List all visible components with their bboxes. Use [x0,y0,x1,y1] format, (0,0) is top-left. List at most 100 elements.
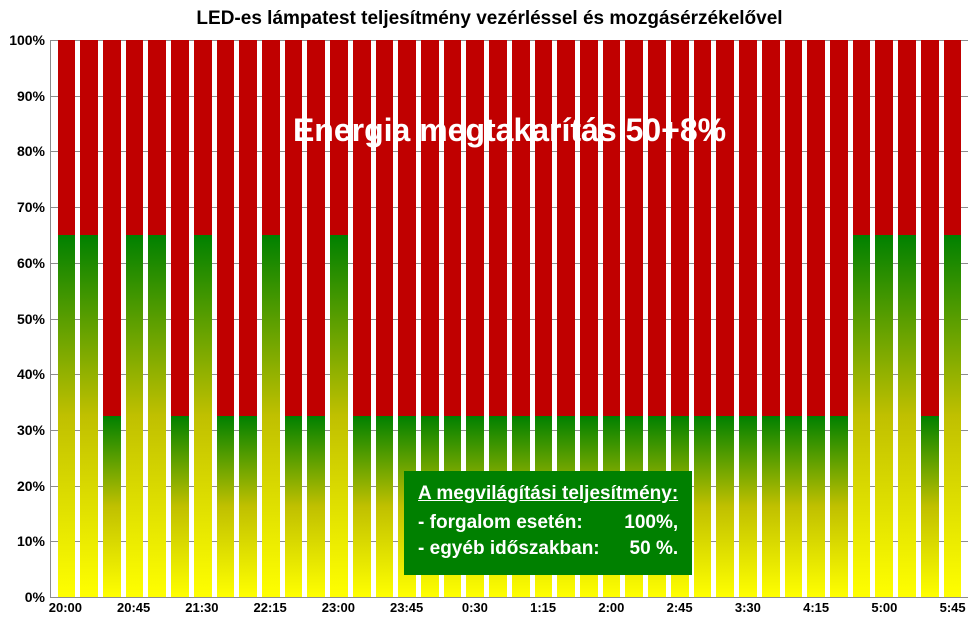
ytick-label: 50% [17,311,45,327]
bar-segment-saved [398,40,416,416]
bar-segment-saved [285,40,303,416]
bar-segment-active [353,416,371,597]
bar-segment-saved [625,40,643,416]
chart-title: LED-es lámpatest teljesítmény vezérlésse… [0,0,979,34]
bar-segment-saved [194,40,212,235]
bar-segment-active [898,235,916,597]
bar-segment-active [875,235,893,597]
bar-slot [123,40,146,597]
chart-plot-area: 0%10%20%30%40%50%60%70%80%90%100% Energi… [50,40,968,598]
bar-segment-active [194,235,212,597]
bar-segment-active [307,416,325,597]
bar-segment-saved [648,40,666,416]
bar-segment-active [376,416,394,597]
overlay-savings-text: Energia megtakarítás 50+8% [293,112,726,149]
bar-segment-saved [785,40,803,416]
bar-slot [873,40,896,597]
bar-segment-active [80,235,98,597]
bar-slot [237,40,260,597]
bar-segment-saved [694,40,712,416]
bar-segment-active [217,416,235,597]
bar-segment-active [171,416,189,597]
overlay-box-row: - egyéb időszakban: 50 %. [418,536,678,563]
bar-segment-active [694,416,712,597]
bar-segment-active [921,416,939,597]
ytick-label: 90% [17,88,45,104]
ytick-label: 20% [17,478,45,494]
overlay-info-box: A megvilágítási teljesítmény: - forgalom… [404,471,692,575]
ytick-label: 70% [17,199,45,215]
bar-slot [169,40,192,597]
bar-slot [918,40,941,597]
xtick-label: 0:30 [462,600,488,615]
bar-slot [214,40,237,597]
bar-segment-active [853,235,871,597]
bar-segment-saved [171,40,189,416]
xtick-label: 20:00 [49,600,82,615]
xtick-label: 2:00 [598,600,624,615]
bar-segment-saved [307,40,325,416]
bar-segment-saved [466,40,484,416]
bar-segment-active [103,416,121,597]
bar-segment-active [830,416,848,597]
bar-segment-saved [535,40,553,416]
bar-segment-active [739,416,757,597]
bar-slot [737,40,760,597]
bar-segment-active [807,416,825,597]
bar-segment-saved [239,40,257,416]
bar-segment-saved [444,40,462,416]
xtick-label: 20:45 [117,600,150,615]
bar-segment-saved [58,40,76,235]
bar-segment-active [330,235,348,597]
bar-slot [55,40,78,597]
bar-slot [850,40,873,597]
bar-segment-active [148,235,166,597]
bar-slot [941,40,964,597]
bar-segment-saved [148,40,166,235]
xtick-label: 23:45 [390,600,423,615]
bar-segment-saved [875,40,893,235]
xtick-label: 4:15 [803,600,829,615]
xtick-label: 5:00 [871,600,897,615]
bar-segment-saved [603,40,621,416]
bar-segment-saved [921,40,939,416]
xtick-label: 3:30 [735,600,761,615]
bar-segment-saved [353,40,371,416]
xtick-label: 5:45 [940,600,966,615]
bar-segment-saved [671,40,689,416]
bar-segment-saved [739,40,757,416]
bar-segment-active [785,416,803,597]
bar-segment-saved [103,40,121,416]
bar-segment-active [239,416,257,597]
overlay-row-value: 50 %. [630,536,679,563]
ytick-label: 100% [9,32,45,48]
ytick-label: 40% [17,366,45,382]
bar-segment-saved [512,40,530,416]
bar-slot [827,40,850,597]
bar-slot [896,40,919,597]
bar-segment-saved [830,40,848,416]
overlay-box-row: - forgalom esetén: 100%, [418,510,678,537]
xtick-label: 23:00 [322,600,355,615]
ytick-label: 0% [25,589,45,605]
bar-segment-saved [580,40,598,416]
ytick-label: 80% [17,143,45,159]
xtick-label: 21:30 [185,600,218,615]
bar-segment-saved [716,40,734,416]
bar-segment-saved [807,40,825,416]
bar-segment-saved [557,40,575,416]
bar-slot [782,40,805,597]
ytick-label: 60% [17,255,45,271]
gridline [51,597,968,598]
bar-segment-saved [262,40,280,235]
ytick-label: 30% [17,422,45,438]
bar-segment-active [762,416,780,597]
bar-segment-active [716,416,734,597]
bar-segment-active [58,235,76,597]
overlay-box-title: A megvilágítási teljesítmény: [418,481,678,508]
bar-segment-saved [489,40,507,416]
bar-segment-saved [80,40,98,235]
bar-segment-saved [421,40,439,416]
bar-segment-saved [217,40,235,416]
overlay-row-label: - forgalom esetén: [418,510,607,537]
